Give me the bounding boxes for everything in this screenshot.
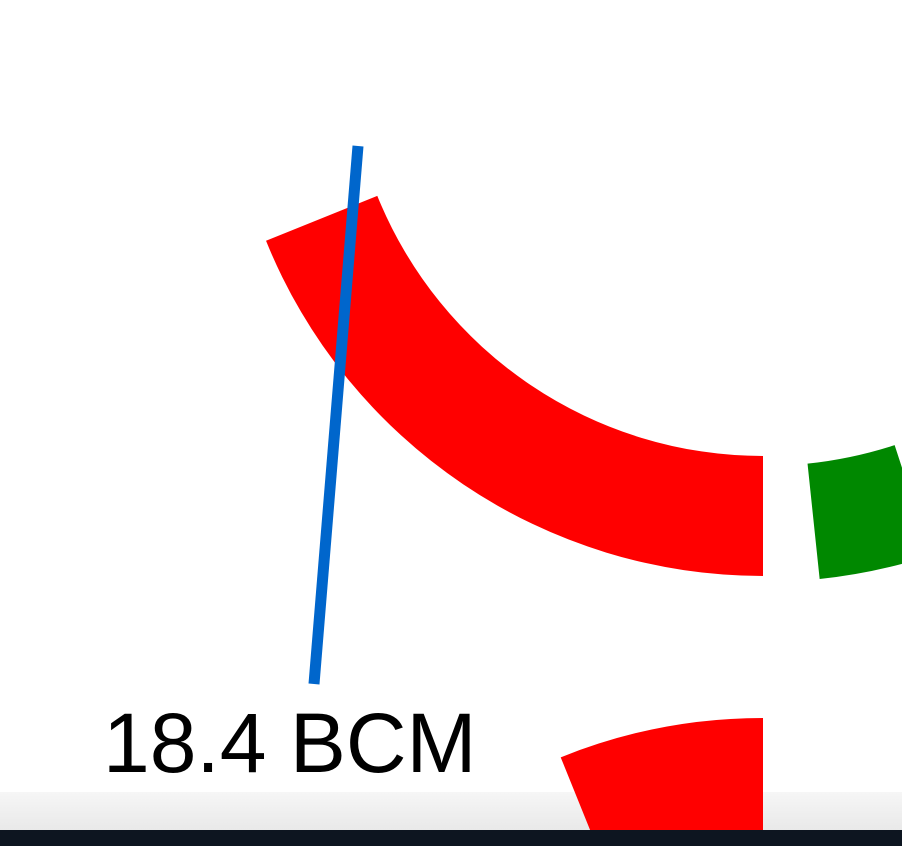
callout-label: 18.4 BCM	[103, 696, 477, 790]
donut-slice-1	[807, 445, 902, 580]
callout-leader-line	[308, 145, 364, 685]
donut-slice-0	[266, 195, 763, 576]
taskbar	[0, 830, 902, 846]
donut-slice-2	[560, 718, 763, 846]
